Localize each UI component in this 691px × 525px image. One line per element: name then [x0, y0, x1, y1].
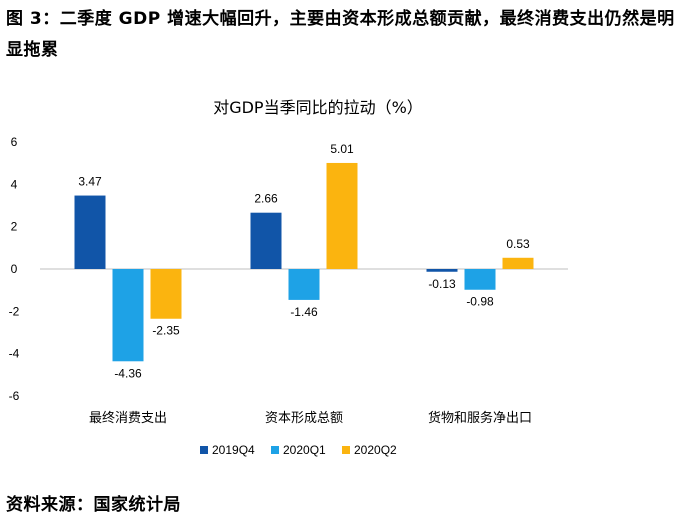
data-label: 3.47 [78, 175, 102, 189]
bar-2020Q1-3 [464, 269, 496, 290]
data-label: -0.98 [466, 295, 494, 309]
y-tick-label: 0 [11, 262, 18, 276]
y-tick-label: 2 [11, 220, 18, 234]
data-label: 0.53 [506, 237, 530, 251]
data-label: -1.46 [290, 305, 318, 319]
bar-2020Q2-1 [150, 269, 182, 319]
y-tick-label: -6 [9, 389, 20, 403]
legend-swatch-2020Q2 [342, 446, 350, 454]
legend-label: 2020Q1 [283, 443, 326, 457]
chart-title: 对GDP当季同比的拉动（%） [213, 98, 423, 117]
y-tick-label: -4 [9, 347, 20, 361]
data-label: 5.01 [330, 142, 354, 156]
legend-swatch-2019Q4 [200, 446, 208, 454]
category-label: 货物和服务净出口 [428, 410, 532, 426]
y-tick-label: 6 [11, 135, 18, 149]
bar-2020Q1-1 [112, 269, 144, 362]
y-tick-label: -2 [9, 304, 20, 318]
y-tick-label: 4 [11, 177, 18, 191]
data-label: -4.36 [114, 366, 142, 380]
bar-2020Q1-2 [288, 269, 320, 300]
bar-2020Q2-3 [502, 257, 534, 269]
bar-2019Q4-3 [426, 269, 458, 272]
legend-label: 2020Q2 [354, 443, 397, 457]
bar-2019Q4-1 [74, 195, 106, 269]
bar-2020Q2-2 [326, 162, 358, 269]
source-note: 资料来源：国家统计局 [6, 495, 181, 515]
legend-swatch-2020Q1 [271, 446, 279, 454]
data-label: -2.35 [152, 324, 180, 338]
data-label: 2.66 [254, 192, 278, 206]
figure-title: 图 3：二季度 GDP 增速大幅回升，主要由资本形成总额贡献，最终消费支出仍然是… [6, 9, 675, 60]
category-label: 资本形成总额 [265, 411, 343, 426]
bar-2019Q4-2 [250, 212, 282, 269]
category-label: 最终消费支出 [89, 410, 167, 426]
data-label: -0.13 [428, 277, 456, 291]
legend-label: 2019Q4 [212, 443, 255, 457]
